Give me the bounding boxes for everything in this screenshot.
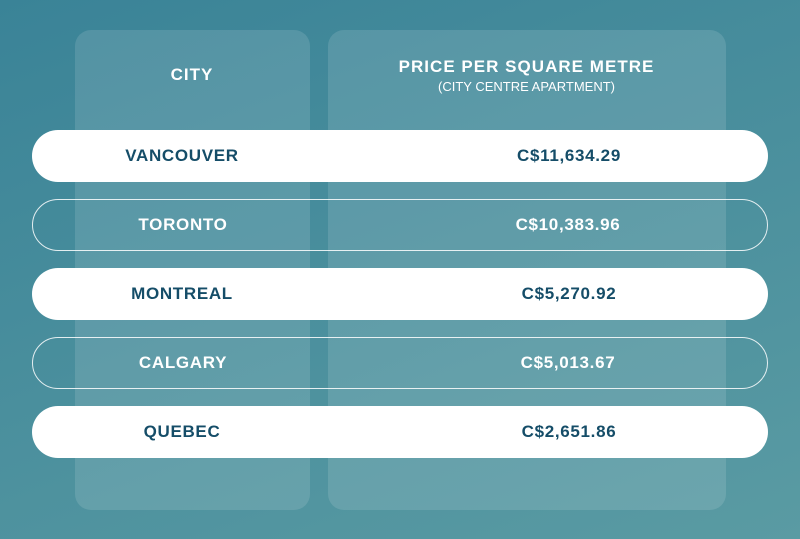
- header-price-subtitle: (CITY CENTRE APARTMENT): [438, 79, 615, 94]
- price-cell: C$10,383.96: [369, 215, 767, 235]
- city-cell: VANCOUVER: [32, 146, 332, 166]
- header-price: PRICE PER SQUARE METRE (CITY CENTRE APAR…: [328, 30, 726, 120]
- city-cell: MONTREAL: [32, 284, 332, 304]
- table-row: MONTREAL C$5,270.92: [32, 268, 768, 320]
- price-cell: C$5,013.67: [369, 353, 767, 373]
- city-cell: TORONTO: [33, 215, 333, 235]
- table-row: VANCOUVER C$11,634.29: [32, 130, 768, 182]
- table-header: CITY PRICE PER SQUARE METRE (CITY CENTRE…: [0, 30, 800, 120]
- city-cell: QUEBEC: [32, 422, 332, 442]
- price-cell: C$5,270.92: [370, 284, 768, 304]
- table-row: QUEBEC C$2,651.86: [32, 406, 768, 458]
- header-city: CITY: [75, 30, 310, 120]
- price-cell: C$11,634.29: [370, 146, 768, 166]
- table-row: TORONTO C$10,383.96: [32, 199, 768, 251]
- table-body: VANCOUVER C$11,634.29 TORONTO C$10,383.96 MO…: [0, 130, 800, 475]
- header-price-label: PRICE PER SQUARE METRE: [399, 57, 655, 77]
- header-city-label: CITY: [171, 65, 214, 85]
- table-row: CALGARY C$5,013.67: [32, 337, 768, 389]
- price-cell: C$2,651.86: [370, 422, 768, 442]
- city-cell: CALGARY: [33, 353, 333, 373]
